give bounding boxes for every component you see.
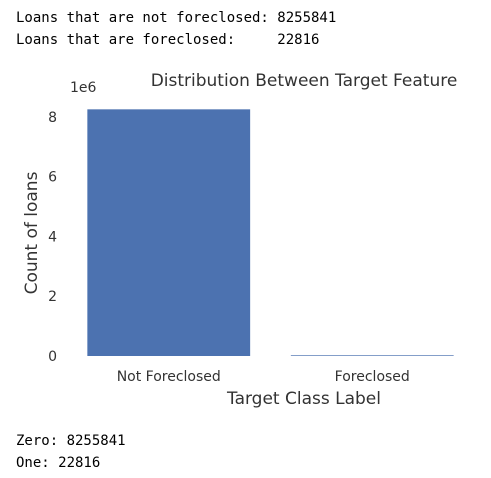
- y-axis-label: Count of loans: [22, 171, 42, 294]
- y-tick-label: 6: [48, 170, 57, 186]
- output-bottom-line-2: One: 22816: [16, 455, 101, 471]
- bar-chart: Distribution Between Target Feature 1e6 …: [22, 71, 458, 409]
- y-offset-label: 1e6: [70, 80, 97, 96]
- y-tick-label: 0: [48, 349, 57, 365]
- y-tick-label: 2: [48, 289, 57, 305]
- bar-foreclosed: [290, 355, 454, 356]
- chart-title: Distribution Between Target Feature: [151, 71, 458, 91]
- bar-not-foreclosed: [87, 109, 251, 356]
- y-tick-label: 4: [48, 229, 57, 245]
- x-axis-label: Target Class Label: [226, 389, 381, 409]
- x-tick-label: Foreclosed: [335, 369, 410, 385]
- y-tick-label: 8: [48, 110, 57, 126]
- output-bottom-line-1: Zero: 8255841: [16, 433, 126, 449]
- output-top-line-2: Loans that are foreclosed: 22816: [16, 32, 320, 48]
- output-top-line-1: Loans that are not foreclosed: 8255841: [16, 10, 337, 26]
- x-tick-label: Not Foreclosed: [117, 369, 221, 385]
